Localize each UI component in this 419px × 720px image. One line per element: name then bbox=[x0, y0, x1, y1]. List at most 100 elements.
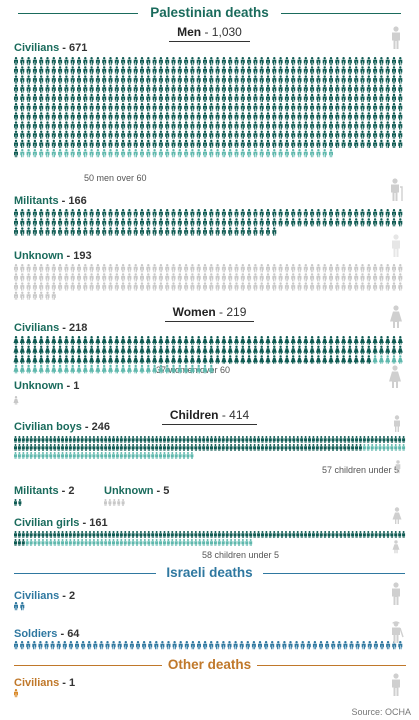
men_civ-figure bbox=[45, 103, 50, 112]
men_civ-figure bbox=[366, 84, 371, 93]
girls-figure bbox=[217, 539, 221, 546]
men_civ-figure bbox=[259, 130, 264, 139]
men_unk-figure bbox=[347, 264, 352, 273]
men_mil-figure bbox=[114, 209, 119, 218]
wom_civ-figure bbox=[322, 336, 328, 345]
men_civ-figure bbox=[64, 75, 69, 84]
wom_civ-figure bbox=[13, 364, 19, 374]
men_civ-figure bbox=[385, 130, 390, 139]
men_civ-figure bbox=[184, 121, 189, 130]
men_civ-figure bbox=[385, 139, 390, 148]
men_unk-figure bbox=[341, 273, 346, 282]
isr_sol-figure bbox=[111, 641, 116, 650]
men_civ-figure bbox=[152, 84, 157, 93]
men_mil-figure bbox=[127, 227, 132, 236]
men_unk-figure bbox=[228, 264, 233, 273]
girls-figure bbox=[127, 531, 131, 538]
men_civ-figure bbox=[77, 149, 81, 158]
men_civ-figure bbox=[347, 57, 352, 66]
boys-figure bbox=[237, 444, 241, 451]
boys-figure bbox=[162, 436, 166, 443]
men_unk-figure bbox=[322, 264, 327, 273]
isr_sol-figure bbox=[380, 641, 384, 650]
children-value: - 414 bbox=[218, 408, 250, 422]
men_unk-figure bbox=[39, 273, 44, 282]
men_unk-figure bbox=[158, 264, 163, 273]
men_mil-figure bbox=[127, 209, 132, 218]
men_civ-figure bbox=[171, 121, 176, 130]
boys-figure bbox=[217, 444, 221, 451]
pictogram-women-unknown bbox=[13, 396, 19, 405]
boys-figure bbox=[264, 436, 268, 443]
men_unk-figure bbox=[366, 273, 371, 282]
men_civ-figure bbox=[209, 84, 214, 93]
men_civ-figure bbox=[108, 103, 113, 112]
men_civ-figure bbox=[146, 130, 151, 139]
girls-figure bbox=[53, 539, 57, 546]
men_civ-figure bbox=[70, 84, 75, 93]
men_civ-figure bbox=[354, 66, 359, 75]
men_civ-figure bbox=[398, 103, 403, 112]
men_unk-figure bbox=[196, 264, 201, 273]
men_unk-figure bbox=[114, 273, 119, 282]
boys-figure bbox=[33, 444, 37, 451]
girls-figure bbox=[225, 531, 229, 538]
wom_civ-figure bbox=[19, 345, 25, 355]
men_unk-figure bbox=[83, 273, 88, 282]
boys-figure bbox=[304, 436, 308, 443]
boys-figure bbox=[162, 444, 166, 451]
isr_sol-figure bbox=[373, 641, 378, 650]
men_mil-figure bbox=[184, 218, 189, 227]
girls-figure bbox=[159, 539, 163, 546]
men_unk-figure bbox=[385, 273, 390, 282]
men_civ-figure bbox=[121, 103, 126, 112]
boys-figure bbox=[402, 444, 406, 451]
men_civ-figure bbox=[127, 139, 132, 148]
wom_civ-figure bbox=[158, 364, 164, 374]
pictogram-men-unknown bbox=[14, 264, 403, 300]
men_civ-figure bbox=[291, 130, 296, 139]
men_mil-figure bbox=[83, 227, 88, 236]
men_civ-figure bbox=[177, 75, 182, 84]
boys-figure bbox=[25, 436, 29, 443]
girls-figure bbox=[233, 531, 237, 538]
men_mil-figure bbox=[32, 209, 37, 218]
title-rule-right bbox=[281, 13, 401, 14]
wom_civ-figure bbox=[70, 345, 76, 355]
wom_civ-figure bbox=[278, 355, 284, 364]
men_civ-figure bbox=[58, 149, 63, 158]
men_mil-figure bbox=[102, 218, 107, 227]
boys-figure bbox=[170, 436, 174, 443]
boys-figure bbox=[135, 436, 139, 443]
men_civ-figure bbox=[347, 75, 352, 84]
men_civ-figure bbox=[51, 66, 56, 75]
men_civ-figure bbox=[335, 57, 340, 66]
men_civ-figure bbox=[310, 103, 315, 112]
men_civ-figure bbox=[303, 139, 308, 148]
men_civ-figure bbox=[329, 112, 333, 121]
men_civ-figure bbox=[373, 130, 378, 139]
men_mil-figure bbox=[64, 218, 69, 227]
men_civ-figure bbox=[177, 139, 182, 148]
men_civ-figure bbox=[341, 66, 346, 75]
men_civ-figure bbox=[266, 66, 270, 75]
men_civ-figure bbox=[266, 84, 270, 93]
girls-figure bbox=[166, 531, 170, 538]
wom_civ-figure bbox=[240, 345, 246, 355]
men_civ-figure bbox=[253, 139, 258, 148]
men_mil-figure bbox=[291, 209, 296, 218]
men_unk-figure bbox=[221, 264, 226, 273]
men_mil-figure bbox=[209, 227, 214, 236]
men_civ-figure bbox=[398, 93, 403, 102]
girls-figure bbox=[14, 539, 17, 546]
boys-figure bbox=[155, 436, 159, 443]
men_mil-figure bbox=[385, 218, 390, 227]
men_civ-figure bbox=[392, 84, 396, 93]
men_civ-figure bbox=[108, 84, 113, 93]
wom_civ-figure bbox=[183, 355, 189, 364]
men_civ-figure bbox=[184, 84, 189, 93]
men_civ-figure bbox=[209, 57, 214, 66]
wom_civ-figure bbox=[372, 345, 378, 355]
wom_civ-figure bbox=[252, 345, 258, 355]
boys-figure bbox=[257, 436, 261, 443]
